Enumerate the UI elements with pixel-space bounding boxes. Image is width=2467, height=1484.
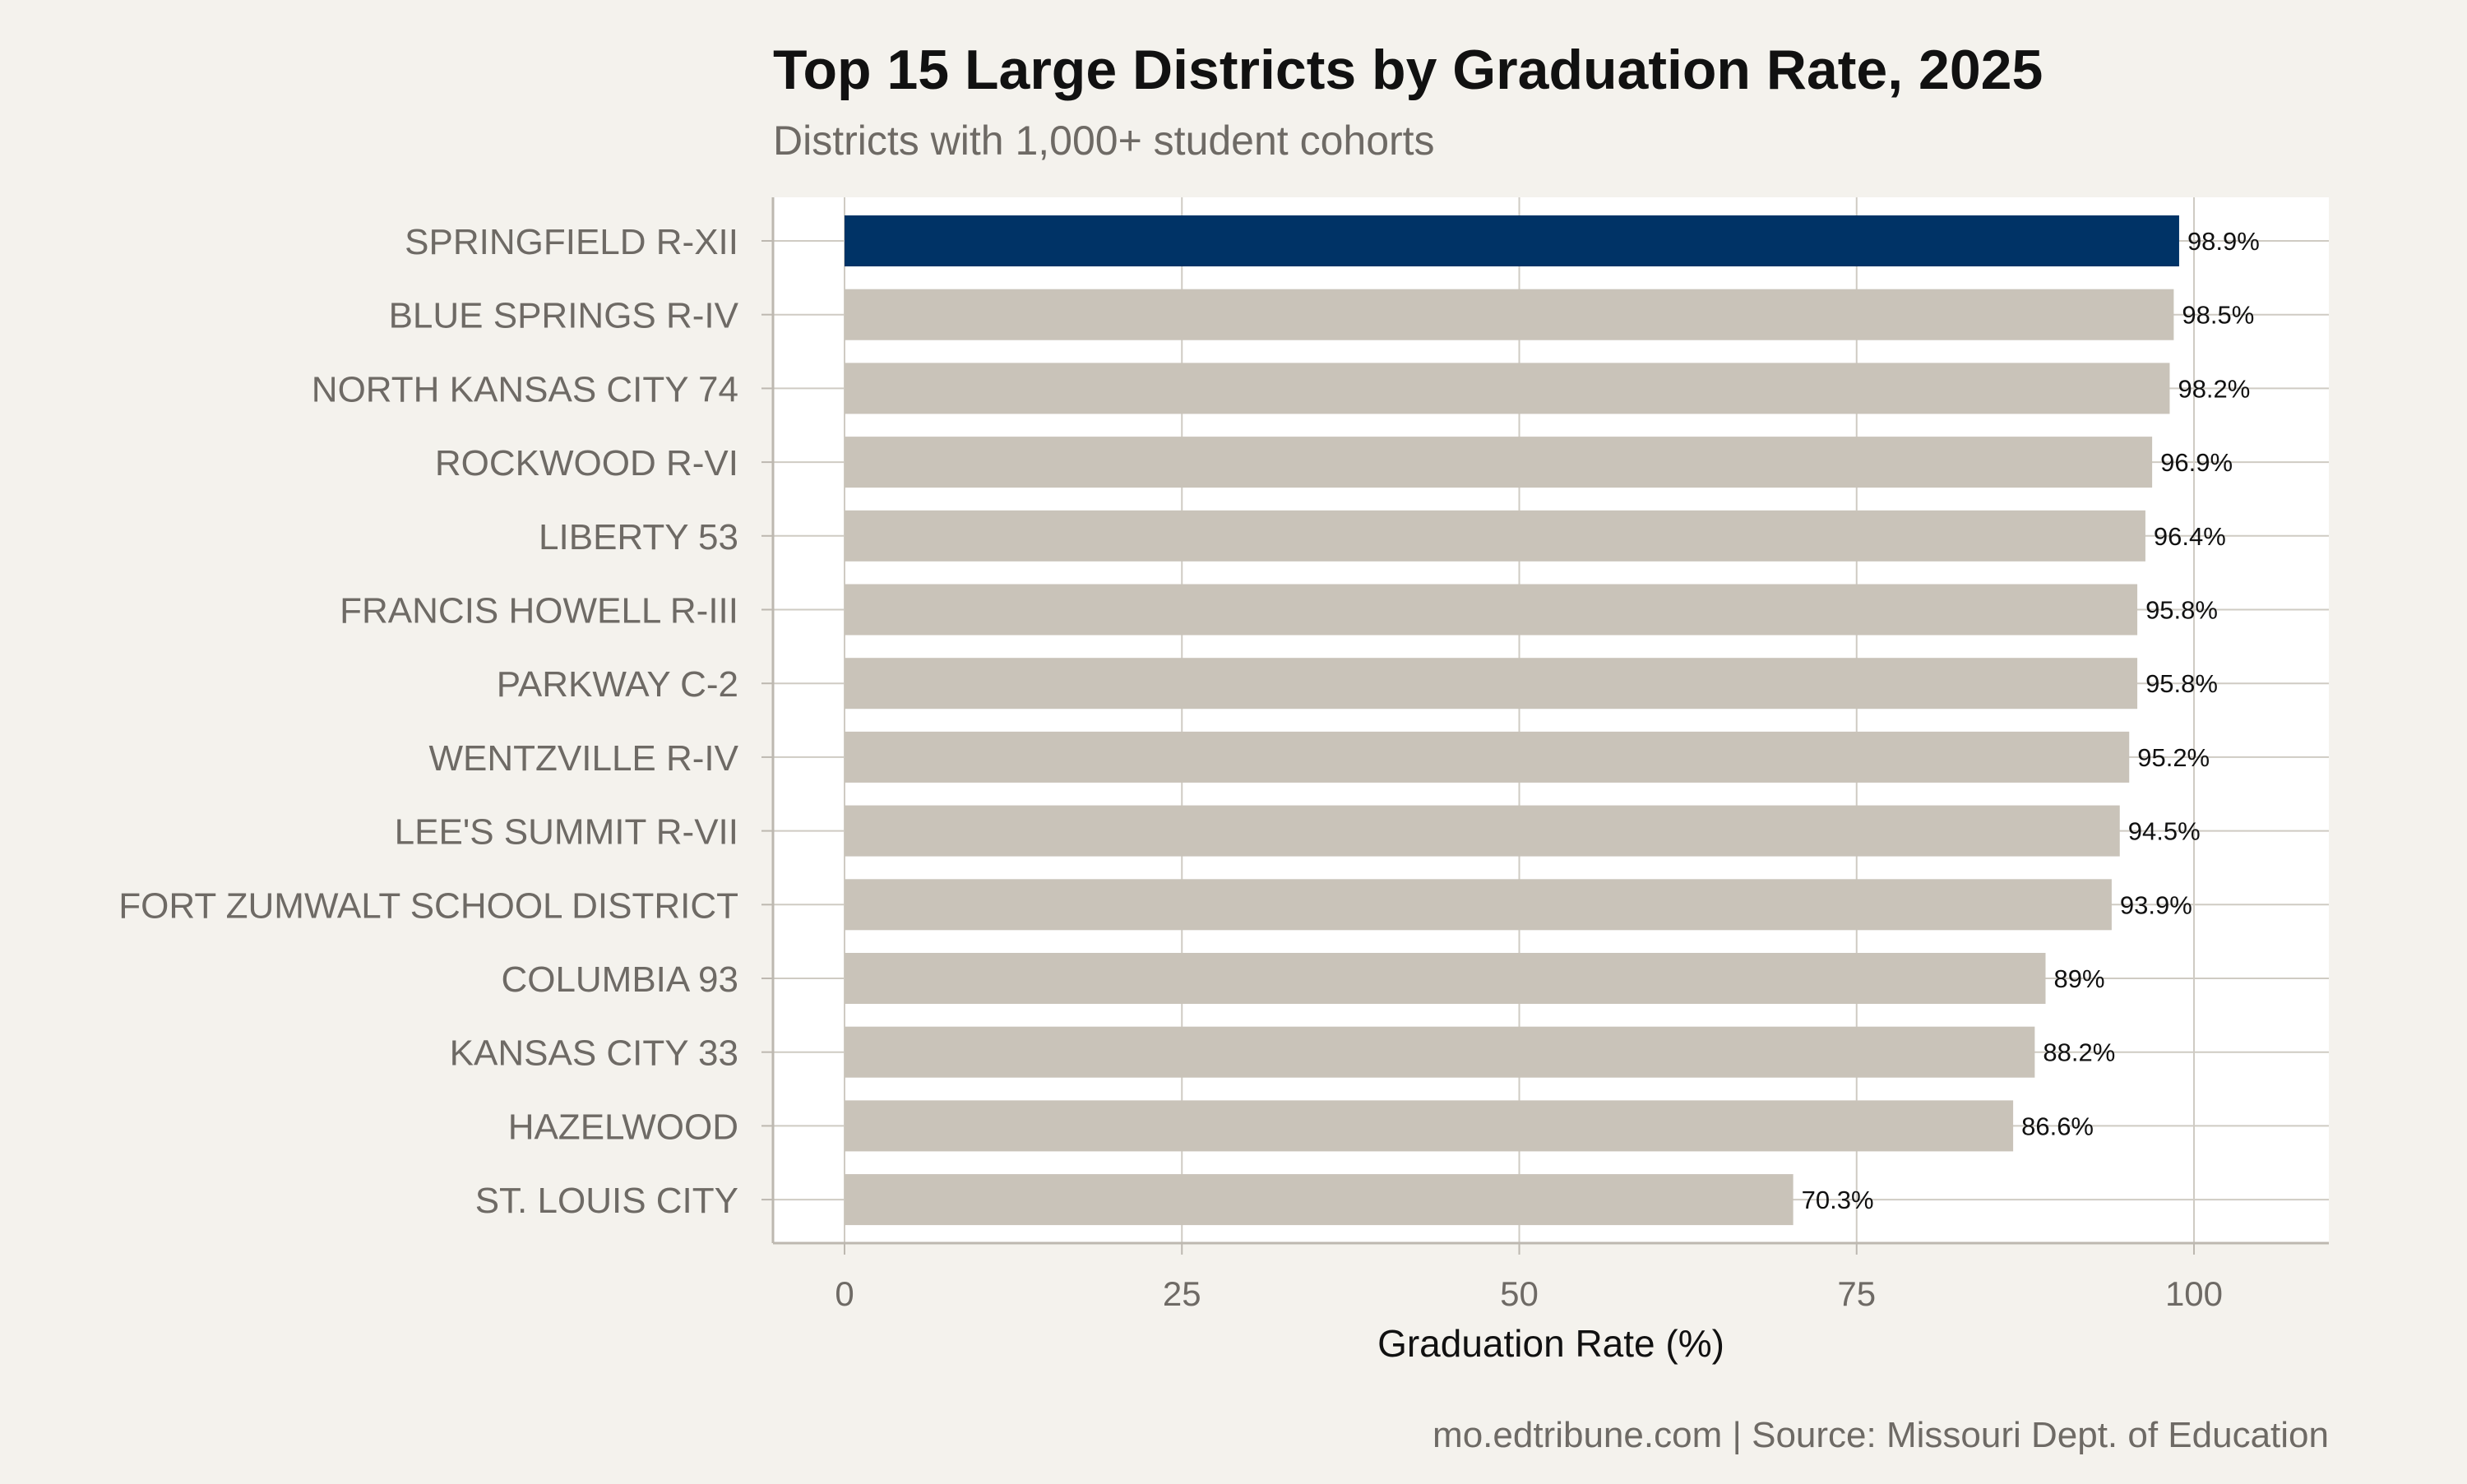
bars-layer	[845, 215, 2179, 1226]
y-tick-label: SPRINGFIELD R-XII	[405, 222, 738, 262]
y-tick-label: WENTZVILLE R-IV	[429, 738, 739, 779]
x-tick-label: 25	[1163, 1274, 1201, 1313]
x-tick-label: 75	[1837, 1274, 1876, 1313]
x-tick-label: 100	[2165, 1274, 2223, 1313]
value-label: 89%	[2053, 964, 2104, 993]
value-label: 95.8%	[2145, 669, 2218, 698]
bar	[845, 215, 2179, 266]
value-label: 70.3%	[1802, 1186, 1874, 1214]
bar	[845, 1174, 1794, 1226]
bar	[845, 289, 2174, 340]
y-tick-label: ROCKWOOD R-VI	[435, 443, 738, 483]
axes-layer: 0 25 50 75 100	[761, 197, 2329, 1313]
bar	[845, 1026, 2035, 1078]
bar	[845, 879, 2112, 931]
plot-panel	[773, 197, 2329, 1243]
x-axis-label: Graduation Rate (%)	[1377, 1322, 1724, 1365]
y-tick-label: BLUE SPRINGS R-IV	[389, 296, 739, 336]
bar	[845, 731, 2130, 783]
y-tick-label: NORTH KANSAS CITY 74	[312, 369, 738, 409]
y-tick-label: LEE'S SUMMIT R-VII	[395, 812, 738, 853]
bar	[845, 805, 2120, 857]
value-label: 95.8%	[2145, 596, 2218, 625]
y-tick-label: HAZELWOOD	[508, 1107, 738, 1147]
bar	[845, 953, 2046, 1004]
bar	[845, 584, 2138, 636]
bar	[845, 510, 2145, 562]
value-label: 88.2%	[2043, 1038, 2115, 1067]
y-tick-label: KANSAS CITY 33	[450, 1033, 738, 1074]
y-tick-label: ST. LOUIS CITY	[475, 1181, 738, 1221]
y-tick-label: FORT ZUMWALT SCHOOL DISTRICT	[118, 885, 738, 926]
x-tick-label: 0	[835, 1274, 854, 1313]
chart-title: Top 15 Large Districts by Graduation Rat…	[773, 39, 2043, 101]
value-label: 94.5%	[2128, 817, 2201, 846]
value-label: 96.4%	[2154, 522, 2226, 551]
y-tick-label: LIBERTY 53	[539, 517, 738, 557]
bar	[845, 1100, 2014, 1152]
labels-layer: 98.9% SPRINGFIELD R-XII 98.5% BLUE SPRINGS …	[118, 222, 2260, 1221]
chart-subtitle: Districts with 1,000+ student cohorts	[773, 118, 1435, 164]
value-label: 86.6%	[2021, 1112, 2094, 1140]
bar	[845, 363, 2170, 414]
value-label: 98.9%	[2187, 227, 2260, 256]
value-label: 98.5%	[2182, 301, 2254, 330]
value-label: 96.9%	[2160, 448, 2233, 477]
x-tick-label: 50	[1500, 1274, 1539, 1313]
y-tick-label: COLUMBIA 93	[501, 959, 738, 1000]
y-tick-label: PARKWAY C-2	[497, 664, 738, 705]
bar	[845, 658, 2138, 710]
y-tick-label: FRANCIS HOWELL R-III	[340, 591, 738, 631]
value-label: 98.2%	[2178, 374, 2250, 403]
value-label: 95.2%	[2137, 743, 2210, 772]
bar	[845, 437, 2153, 488]
chart-caption: mo.edtribune.com | Source: Missouri Dept…	[1433, 1415, 2329, 1455]
value-label: 93.9%	[2120, 890, 2192, 919]
